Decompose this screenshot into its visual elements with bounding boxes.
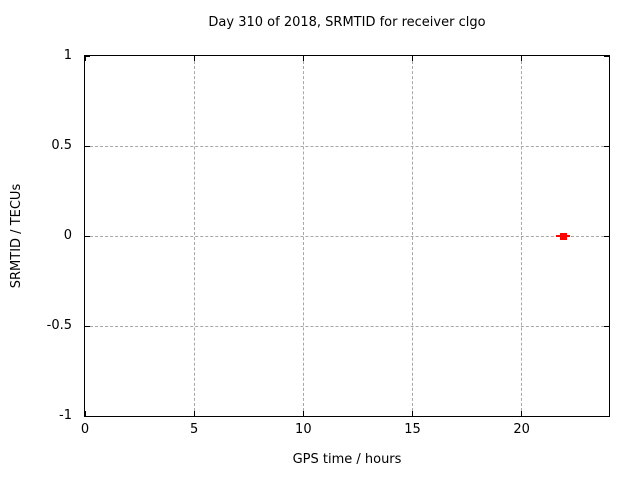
gridline-horizontal	[85, 325, 609, 327]
x-tick-mark-bottom	[412, 411, 413, 416]
y-tick-mark-right	[604, 145, 609, 147]
data-point-marker	[559, 232, 567, 240]
x-tick-mark-top	[412, 56, 413, 61]
x-tick-label: 20	[513, 422, 530, 437]
y-tick-label: -0.5	[46, 318, 72, 333]
gridline-horizontal	[85, 235, 609, 237]
x-tick-mark-bottom	[302, 411, 304, 416]
y-tick-mark-right	[604, 55, 609, 57]
x-axis-label: GPS time / hours	[292, 452, 402, 467]
x-tick-mark-bottom	[84, 411, 86, 416]
y-tick-label: 0.5	[51, 138, 72, 153]
y-tick-mark-right	[604, 235, 609, 237]
x-tick-mark-top	[521, 56, 523, 61]
y-tick-mark-left	[85, 235, 90, 237]
y-tick-mark-right	[604, 415, 609, 417]
x-tick-label: 10	[295, 422, 312, 437]
y-tick-label: 1	[63, 48, 72, 63]
x-tick-mark-top	[302, 56, 304, 61]
y-tick-mark-left	[85, 325, 90, 327]
y-tick-mark-left	[85, 55, 90, 57]
x-tick-label: 5	[190, 422, 199, 437]
y-tick-mark-left	[85, 415, 90, 417]
x-tick-mark-bottom	[521, 411, 523, 416]
x-tick-label: 0	[80, 422, 90, 437]
y-tick-mark-left	[85, 145, 90, 147]
y-tick-mark-right	[604, 325, 609, 327]
gridline-horizontal	[85, 145, 609, 147]
chart-title: Day 310 of 2018, SRMTID for receiver clg…	[208, 15, 486, 30]
x-tick-label: 15	[404, 422, 421, 437]
y-tick-label: 0	[63, 228, 72, 243]
x-tick-mark-bottom	[193, 411, 195, 416]
x-tick-mark-top	[84, 56, 86, 61]
x-tick-mark-top	[193, 56, 195, 61]
y-tick-label: -1	[59, 408, 72, 423]
